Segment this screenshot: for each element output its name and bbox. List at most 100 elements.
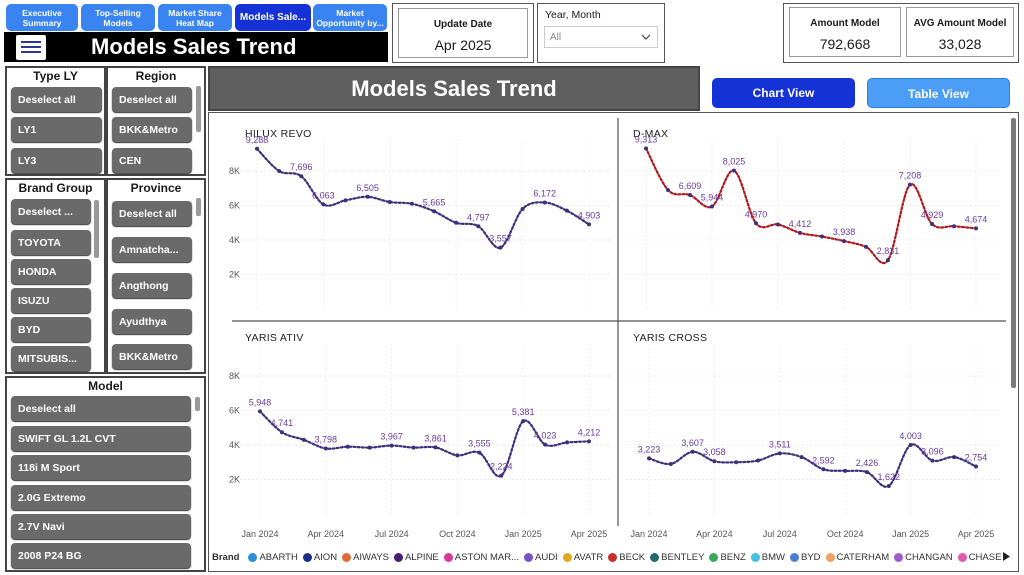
type-ly-item[interactable]: LY1	[11, 117, 102, 142]
province-item[interactable]: BKK&Metro	[112, 344, 192, 369]
legend-item[interactable]: ABARTH	[248, 552, 298, 563]
data-label: 4,212	[578, 427, 601, 437]
data-point	[521, 419, 526, 424]
update-date-label: Update Date	[433, 19, 493, 30]
chart-view-button[interactable]: Chart View	[712, 78, 855, 108]
y-tick-label: 4K	[229, 235, 240, 245]
data-label: 4,903	[578, 210, 601, 220]
x-tick-label: Jan 2024	[630, 529, 667, 539]
model-item[interactable]: 118i M Sport	[11, 455, 191, 480]
data-label: 4,023	[534, 431, 557, 441]
brand-group-item[interactable]: TOYOTA	[11, 230, 91, 255]
tab-label: Executive Summary	[22, 7, 62, 28]
data-point	[644, 146, 648, 151]
region-item[interactable]: BKK&Metro	[112, 117, 192, 142]
legend-item[interactable]: ASTON MAR...	[443, 552, 519, 563]
legend-item[interactable]: AIWAYS	[342, 552, 389, 563]
tab-top-selling-models[interactable]: Top-Selling Models	[81, 4, 155, 31]
region-deselect-all[interactable]: Deselect all	[112, 87, 192, 112]
tab-market-opportunity[interactable]: Market Opportunity by...	[313, 4, 387, 31]
type-ly-item[interactable]: LY3	[11, 148, 102, 173]
series-line	[255, 147, 591, 249]
legend-item[interactable]: BENZ	[709, 551, 746, 563]
x-tick-label: Apr 2024	[696, 529, 733, 539]
data-label: 4,674	[965, 214, 988, 224]
legend-item[interactable]: AUDI	[524, 552, 558, 563]
province-item[interactable]: Amnatcha...	[112, 237, 192, 262]
legend-item[interactable]: BYD	[790, 552, 821, 563]
model-item[interactable]: 2008 P24 BG	[11, 543, 191, 568]
legend-item[interactable]: BENTLEY	[650, 552, 704, 563]
model-deselect-all[interactable]: Deselect all	[11, 396, 191, 421]
data-point	[930, 458, 935, 463]
year-month-value: All	[550, 32, 562, 43]
x-tick-label: Oct 2024	[439, 529, 476, 539]
province-scrollbar[interactable]	[196, 198, 201, 216]
legend-label: AIWAYS	[353, 551, 389, 563]
amount-model-value: 792,668	[819, 36, 871, 52]
region-scrollbar[interactable]	[196, 86, 201, 132]
brand-group-item[interactable]: BYD	[11, 317, 91, 342]
data-label: 4,003	[899, 431, 922, 441]
legend-label: ALPINE	[404, 551, 439, 563]
model-item[interactable]: SWIFT GL 1.2L CVT	[11, 426, 191, 451]
data-point	[323, 446, 328, 451]
brand-legend: Brand ABARTH AION AIWAYS ALPINE ASTON MAR...…	[212, 549, 1012, 565]
y-tick-label: 6K	[229, 406, 240, 416]
brand-group-item[interactable]: MITSUBIS...	[11, 346, 91, 371]
tab-models-sales[interactable]: Models Sale...	[235, 4, 311, 31]
data-point	[756, 458, 760, 463]
page-title: Models Sales Trend	[91, 34, 297, 59]
model-scrollbar[interactable]	[195, 397, 200, 411]
brand-group-deselect-all[interactable]: Deselect ...	[11, 199, 91, 224]
brand-group-scrollbar[interactable]	[94, 200, 99, 258]
legend-marker	[750, 552, 760, 562]
legend-item[interactable]: CHASE	[957, 552, 1001, 563]
year-month-dropdown[interactable]: All	[544, 26, 658, 48]
province-item[interactable]: Angthong	[112, 273, 192, 298]
legend-label: BENZ	[720, 551, 746, 563]
brand-group-item[interactable]: ISUZU	[11, 288, 91, 313]
model-item[interactable]: 2.7V Navi	[11, 514, 191, 539]
data-label: 9,288	[246, 135, 269, 145]
data-label: 3,798	[315, 434, 338, 444]
series-line	[644, 147, 978, 265]
table-view-button[interactable]: Table View	[867, 78, 1010, 108]
region-item[interactable]: CEN	[112, 148, 192, 173]
slicer-title: Province	[130, 181, 182, 195]
data-point	[690, 449, 695, 454]
chart-panel-scrollbar[interactable]	[1011, 118, 1016, 388]
province-item[interactable]: Ayudthya	[112, 309, 192, 334]
legend-marker	[524, 552, 533, 562]
data-point	[974, 226, 978, 231]
brand-group-item[interactable]: HONDA	[11, 259, 91, 284]
data-point	[343, 198, 348, 203]
slicer-title: Type LY	[33, 69, 78, 83]
legend-marker	[790, 552, 799, 562]
data-label: 3,223	[638, 444, 661, 454]
legend-item[interactable]: AVATR	[562, 552, 603, 563]
legend-item[interactable]: CATERHAM	[825, 552, 889, 563]
legend-item[interactable]: CHANGAN	[894, 552, 953, 563]
model-item[interactable]: 2.0G Extremo	[11, 485, 191, 510]
type-ly-deselect-all[interactable]: Deselect all	[11, 87, 102, 112]
company-logo	[16, 35, 46, 60]
tab-market-share-heat-map[interactable]: Market Share Heat Map	[158, 4, 232, 31]
data-label: 3,938	[833, 227, 856, 237]
legend-item[interactable]: BMW	[750, 552, 785, 563]
legend-item[interactable]: ALPINE	[393, 551, 439, 563]
plot-title: YARIS ATIV	[245, 332, 304, 344]
data-point	[952, 455, 957, 460]
x-tick-label: Jul 2024	[375, 529, 409, 539]
legend-next-icon[interactable]	[1003, 552, 1010, 561]
data-point	[798, 230, 802, 235]
province-deselect-all[interactable]: Deselect all	[112, 201, 192, 226]
tab-executive-summary[interactable]: Executive Summary	[6, 4, 78, 31]
data-label: 2,754	[965, 452, 988, 462]
legend-item[interactable]: BECK	[608, 552, 645, 563]
data-point	[345, 444, 350, 449]
legend-marker	[562, 552, 572, 562]
data-label: 2,831	[877, 246, 900, 256]
legend-item[interactable]: AION	[302, 552, 337, 563]
